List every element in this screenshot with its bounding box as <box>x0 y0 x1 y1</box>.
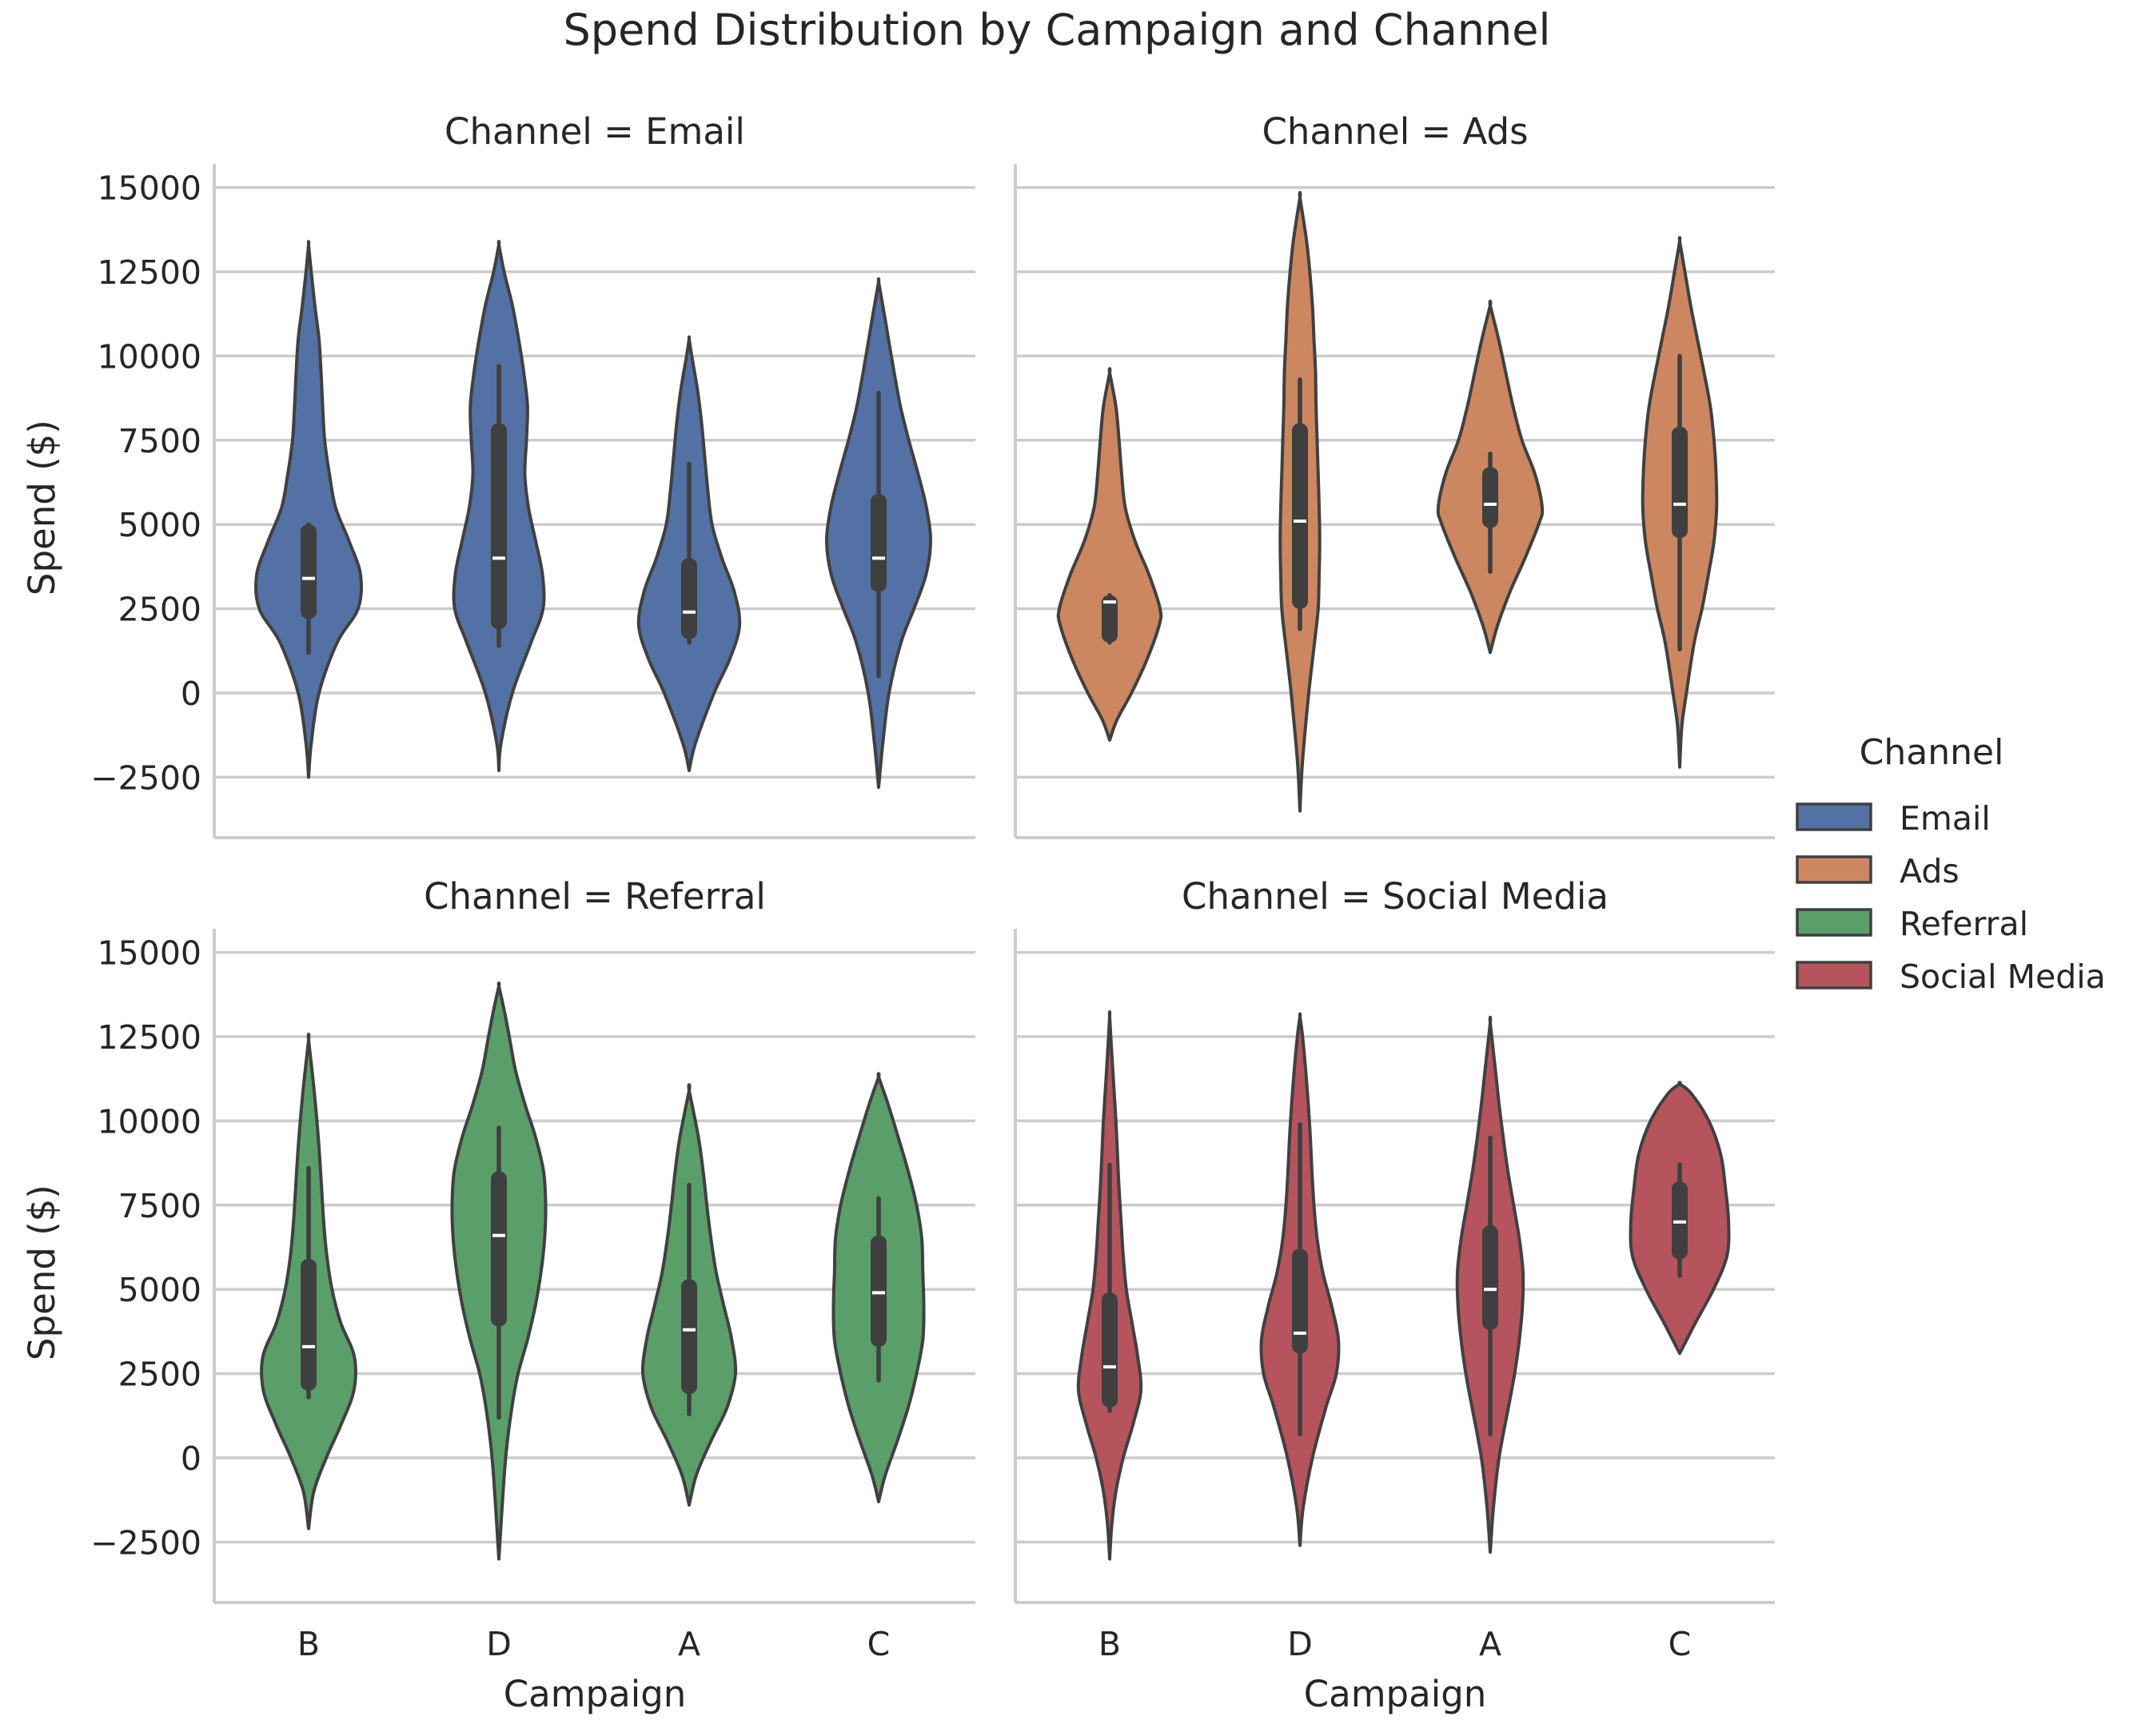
violin-iqr-box <box>301 1259 317 1391</box>
y-axis-label: Spend ($) <box>21 1185 63 1360</box>
x-tick-label: C <box>1669 1625 1692 1663</box>
facet-panel: −2500 0 2500 5000 7500 10000 12500 15000 Channel… <box>21 110 975 839</box>
x-tick-label: B <box>297 1625 320 1663</box>
facet-title: Channel = Referral <box>424 875 766 918</box>
y-tick-label: 0 <box>181 1439 201 1478</box>
x-tick-label: D <box>486 1625 512 1663</box>
y-tick-label: 10000 <box>98 337 201 376</box>
violin-iqr-box <box>871 1235 887 1347</box>
violin-iqr-box <box>491 423 507 629</box>
y-tick-label: 10000 <box>98 1102 201 1141</box>
facet-panel: Channel = Social Media B D A C Campaign <box>1014 875 1775 1715</box>
y-tick-label: 12500 <box>98 253 201 292</box>
x-axis-label: Campaign <box>504 1673 687 1715</box>
legend: Channel Email Ads Referral Social Media <box>1796 732 2106 996</box>
legend-label: Email <box>1900 799 1991 838</box>
x-tick-label: C <box>867 1625 891 1663</box>
facet-title: Channel = Social Media <box>1182 875 1609 918</box>
violin-iqr-box <box>491 1171 507 1327</box>
violin-iqr-box <box>1672 426 1688 539</box>
y-tick-label: 2500 <box>118 1356 201 1394</box>
violin-iqr-box <box>1102 595 1118 643</box>
violin-iqr-box <box>871 494 887 592</box>
legend-label: Referral <box>1900 905 2028 943</box>
facet-panel: Channel = Ads <box>1014 110 1775 839</box>
x-tick-label: A <box>1479 1625 1501 1663</box>
facet-panel: −2500 0 2500 5000 7500 10000 12500 15000 Channel… <box>21 875 975 1715</box>
legend-label: Ads <box>1900 852 1960 890</box>
y-tick-label: 7500 <box>118 1187 201 1225</box>
violin-iqr-box <box>681 558 697 639</box>
y-tick-label: 5000 <box>118 506 201 544</box>
facet-title: Channel = Email <box>445 110 745 153</box>
x-tick-label: B <box>1098 1625 1121 1663</box>
y-tick-label: 5000 <box>118 1271 201 1309</box>
violin-iqr-box <box>1482 1225 1498 1330</box>
y-tick-label: 12500 <box>98 1018 201 1057</box>
y-tick-label: 0 <box>181 675 201 713</box>
y-tick-label: 7500 <box>118 422 201 460</box>
violin-iqr-box <box>681 1279 697 1394</box>
x-tick-label: D <box>1287 1625 1313 1663</box>
legend-swatch <box>1796 855 1872 884</box>
violin-iqr-box <box>1292 423 1308 609</box>
legend-swatch <box>1796 908 1872 937</box>
legend-label: Social Media <box>1900 958 2106 996</box>
violin-iqr-box <box>1102 1292 1118 1408</box>
y-tick-label: −2500 <box>90 1523 201 1562</box>
chart-title: Spend Distribution by Campaign and Chann… <box>564 5 1551 55</box>
violin-body <box>1056 367 1163 742</box>
x-axis-label: Campaign <box>1304 1673 1487 1715</box>
facets: −2500 0 2500 5000 7500 10000 12500 15000 Channel… <box>21 110 1775 1715</box>
violin-iqr-box <box>1672 1181 1688 1260</box>
legend-swatch <box>1796 961 1872 989</box>
y-tick-label: 15000 <box>98 169 201 208</box>
violin-body <box>253 240 364 779</box>
facet-title: Channel = Ads <box>1262 110 1528 153</box>
y-axis-label: Spend ($) <box>21 420 63 595</box>
violin-iqr-box <box>1482 467 1498 528</box>
violin-iqr-box <box>301 524 317 619</box>
y-tick-label: 2500 <box>118 591 201 629</box>
y-tick-label: 15000 <box>98 934 201 973</box>
violin-iqr-box <box>1292 1248 1308 1354</box>
legend-title: Channel <box>1860 732 2004 773</box>
x-tick-label: A <box>678 1625 700 1663</box>
y-tick-label: −2500 <box>90 759 201 797</box>
legend-swatch <box>1796 802 1872 831</box>
